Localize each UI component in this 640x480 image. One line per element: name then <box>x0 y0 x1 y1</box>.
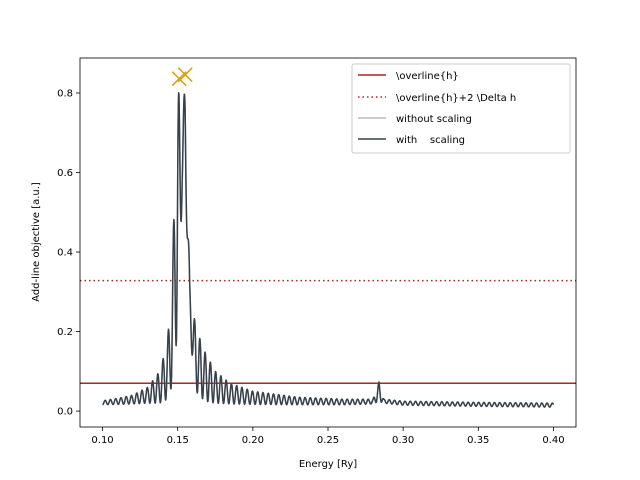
y-axis: 0.0 0.2 0.4 0.6 0.8 <box>57 88 80 418</box>
legend-label-hbar-plus-delta: \overline{h}+2 \Delta h <box>396 93 516 104</box>
y-tick-label: 0.6 <box>57 168 73 179</box>
legend-box <box>351 63 571 154</box>
x-tick-label: 0.30 <box>392 435 414 446</box>
legend: \overline{h} \overline{h}+2 \Delta h wit… <box>351 63 571 154</box>
y-tick-label: 0.2 <box>57 327 73 338</box>
y-tick-label: 0.4 <box>57 248 73 259</box>
y-tick-label: 0.0 <box>57 407 73 418</box>
legend-label-with-scaling: with scaling <box>396 135 465 146</box>
x-axis-label: Energy [Ry] <box>299 459 357 470</box>
x-tick-label: 0.20 <box>242 435 264 446</box>
x-tick-label: 0.10 <box>91 435 113 446</box>
x-tick-label: 0.40 <box>542 435 564 446</box>
series-with-scaling <box>102 92 555 408</box>
x-tick-label: 0.15 <box>167 435 189 446</box>
legend-label-without-scaling: without scaling <box>396 114 472 125</box>
x-tick-label: 0.25 <box>317 435 339 446</box>
y-axis-label: Add-line objective [a.u.] <box>31 182 42 302</box>
x-tick-label: 0.35 <box>467 435 489 446</box>
y-tick-label: 0.8 <box>57 88 73 99</box>
peak-marker-2 <box>177 67 193 83</box>
x-axis: 0.10 0.15 0.20 0.25 0.30 0.35 0.40 <box>91 427 565 446</box>
legend-label-hbar: \overline{h} <box>396 71 459 82</box>
plot-area <box>80 67 576 408</box>
